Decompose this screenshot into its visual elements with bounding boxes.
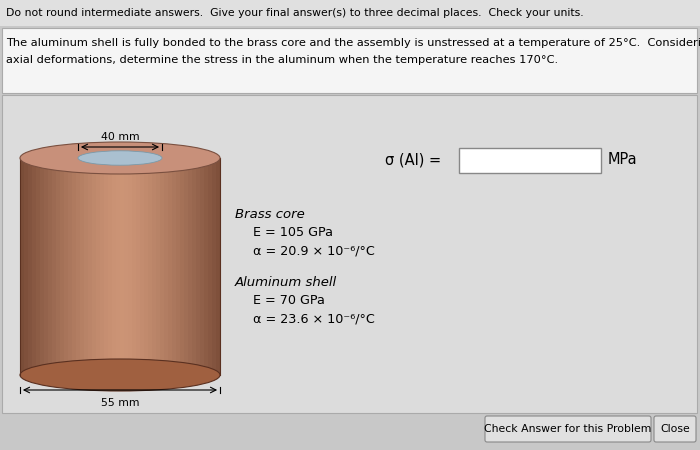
Bar (40, 158, 45, 375)
Text: 40 mm: 40 mm (101, 132, 139, 142)
Bar (172, 158, 177, 375)
Bar (64, 158, 69, 375)
Text: Brass core: Brass core (235, 208, 304, 221)
Bar (88, 158, 93, 375)
Text: α = 23.6 × 10⁻⁶/°C: α = 23.6 × 10⁻⁶/°C (253, 312, 375, 325)
Bar (188, 158, 193, 375)
Bar (148, 158, 153, 375)
Text: σ (Al) =: σ (Al) = (385, 153, 441, 167)
Bar (68, 158, 73, 375)
Text: The aluminum shell is fully bonded to the brass core and the assembly is unstres: The aluminum shell is fully bonded to th… (6, 38, 700, 48)
Bar (132, 158, 137, 375)
FancyBboxPatch shape (485, 416, 651, 442)
Text: axial deformations, determine the stress in the aluminum when the temperature re: axial deformations, determine the stress… (6, 55, 558, 65)
Bar (140, 158, 145, 375)
FancyBboxPatch shape (459, 148, 601, 173)
Bar (108, 158, 113, 375)
Bar (152, 158, 157, 375)
Bar (144, 158, 149, 375)
Bar (60, 158, 65, 375)
Bar (216, 158, 221, 375)
Bar (20, 158, 24, 375)
Bar (168, 158, 173, 375)
Text: Aluminum shell: Aluminum shell (235, 276, 337, 289)
Bar (208, 158, 213, 375)
Bar (100, 158, 105, 375)
Text: E = 105 GPa: E = 105 GPa (253, 226, 333, 239)
Bar (96, 158, 101, 375)
Bar (84, 158, 89, 375)
Bar (196, 158, 201, 375)
Bar (124, 158, 129, 375)
Bar (112, 158, 117, 375)
Bar (72, 158, 77, 375)
Bar (120, 158, 125, 375)
Bar (156, 158, 161, 375)
Bar (44, 158, 49, 375)
FancyBboxPatch shape (2, 28, 697, 93)
Text: α = 20.9 × 10⁻⁶/°C: α = 20.9 × 10⁻⁶/°C (253, 244, 375, 257)
Bar (92, 158, 97, 375)
Bar (24, 158, 29, 375)
Bar (212, 158, 217, 375)
Text: E = 70 GPa: E = 70 GPa (253, 294, 325, 307)
Bar (160, 158, 164, 375)
Text: 55 mm: 55 mm (101, 398, 139, 408)
Bar (192, 158, 197, 375)
Bar (56, 158, 61, 375)
Text: Do not round intermediate answers.  Give your final answer(s) to three decimal p: Do not round intermediate answers. Give … (6, 8, 584, 18)
Ellipse shape (78, 151, 162, 165)
Bar (164, 158, 169, 375)
Bar (32, 158, 37, 375)
Bar (200, 158, 205, 375)
Bar (48, 158, 52, 375)
Bar (104, 158, 108, 375)
Bar (76, 158, 80, 375)
Bar (184, 158, 189, 375)
Ellipse shape (20, 142, 220, 174)
Text: MPa: MPa (608, 153, 638, 167)
Text: Check Answer for this Problem: Check Answer for this Problem (484, 424, 652, 434)
Bar (128, 158, 133, 375)
Bar (136, 158, 141, 375)
Bar (80, 158, 85, 375)
Text: Close: Close (660, 424, 690, 434)
Ellipse shape (20, 359, 220, 391)
Bar (204, 158, 209, 375)
Bar (52, 158, 57, 375)
FancyBboxPatch shape (2, 95, 697, 413)
Bar (180, 158, 185, 375)
FancyBboxPatch shape (654, 416, 696, 442)
Bar (0, 0, 700, 26)
Bar (176, 158, 181, 375)
Bar (116, 158, 121, 375)
Bar (36, 158, 41, 375)
Bar (28, 158, 33, 375)
